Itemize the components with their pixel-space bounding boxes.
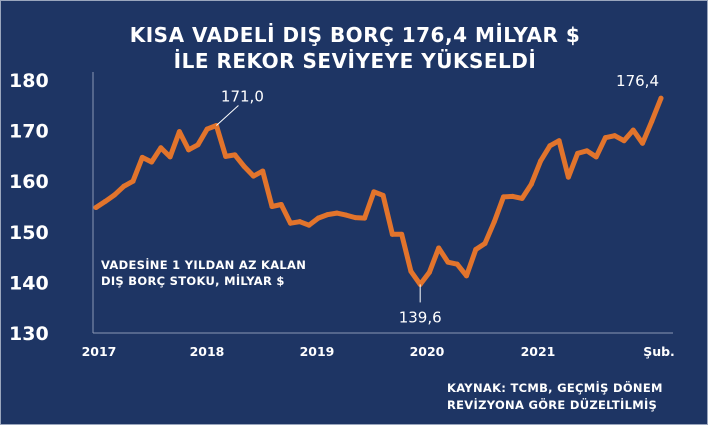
chart-title-line2: İLE REKOR SEVİYEYE YÜKSELDİ (173, 49, 537, 73)
data-point (362, 215, 368, 221)
data-point (389, 231, 395, 237)
x-tick-label: 2018 (190, 344, 225, 359)
data-point (315, 215, 321, 221)
data-point (288, 220, 294, 226)
data-point (186, 147, 192, 153)
data-point (232, 152, 238, 158)
series-group (93, 95, 664, 287)
data-point (139, 154, 145, 160)
data-point (121, 183, 127, 189)
data-point (593, 154, 599, 160)
data-point (149, 159, 155, 165)
y-tick-label: 170 (9, 121, 49, 143)
source-note-line1: KAYNAK: TCMB, GEÇMİŞ DÖNEM (447, 381, 663, 395)
data-point (112, 192, 118, 198)
data-point (223, 153, 229, 159)
data-point (195, 142, 201, 148)
data-point (491, 219, 497, 225)
data-point (334, 210, 340, 216)
data-point (454, 261, 460, 267)
data-point (649, 118, 655, 124)
data-point (371, 189, 377, 195)
data-point (602, 135, 608, 141)
data-point (501, 194, 507, 200)
data-point (260, 168, 266, 174)
data-point (176, 129, 182, 135)
chart-subtitle-line2: DIŞ BORÇ STOKU, MİLYAR $ (101, 274, 285, 288)
data-point (445, 259, 451, 265)
data-point (584, 148, 590, 154)
data-point (528, 181, 534, 187)
data-point (639, 140, 645, 146)
chart-subtitle-line1: VADESİNE 1 YILDAN AZ KALAN (101, 258, 307, 272)
data-point (612, 133, 618, 139)
data-point (306, 222, 312, 228)
y-tick-label: 160 (9, 171, 49, 193)
data-point (278, 201, 284, 207)
data-point (510, 193, 516, 199)
x-tick-label: 2020 (410, 344, 445, 359)
data-point (269, 204, 275, 209)
annotation-group: 171,0 139,6 176,4 (216, 72, 659, 326)
data-label: 139,6 (399, 308, 442, 326)
x-tick-label: Şub. (643, 344, 675, 359)
data-point (547, 143, 553, 149)
data-point (565, 174, 571, 180)
data-point (556, 138, 562, 144)
y-tick-label: 140 (9, 272, 49, 294)
data-point (473, 247, 479, 253)
data-point (167, 154, 173, 160)
x-axis: 2017 2018 2019 2020 2021 Şub. (82, 332, 675, 359)
data-point (621, 138, 627, 144)
annotation-leader-line (216, 105, 239, 126)
data-point (426, 269, 432, 275)
data-point (250, 173, 256, 179)
data-point (343, 212, 349, 218)
x-tick-label: 2019 (300, 344, 335, 359)
y-tick-label: 130 (9, 323, 49, 345)
x-tick-label: 2017 (82, 344, 117, 359)
data-label: 176,4 (616, 72, 659, 90)
chart-title-line1: KISA VADELİ DIŞ BORÇ 176,4 MİLYAR $ (129, 23, 581, 47)
data-label: 171,0 (221, 88, 264, 106)
data-point (630, 127, 636, 133)
y-tick-label: 150 (9, 222, 49, 244)
x-tick-label: 2021 (521, 344, 556, 359)
data-point (408, 268, 414, 274)
data-point (482, 240, 488, 246)
y-tick-label: 180 (9, 70, 49, 92)
data-point (575, 150, 581, 156)
data-point (130, 178, 136, 184)
data-point (463, 273, 469, 279)
data-point (158, 145, 164, 151)
data-point (93, 205, 99, 211)
data-point (538, 158, 544, 164)
data-point (204, 126, 210, 132)
data-point (519, 195, 525, 201)
data-point (352, 215, 358, 221)
source-note-line2: REVİZYONA GÖRE DÜZELTİLMİŞ (447, 398, 658, 412)
data-point (325, 212, 331, 218)
data-point (658, 95, 664, 101)
data-point (380, 192, 386, 198)
data-point (297, 219, 303, 225)
data-point (399, 231, 405, 237)
series-line (93, 95, 664, 287)
data-point (436, 245, 442, 251)
data-point (241, 164, 247, 170)
data-point (102, 198, 108, 204)
y-axis: 130 140 150 160 170 180 (9, 70, 94, 345)
